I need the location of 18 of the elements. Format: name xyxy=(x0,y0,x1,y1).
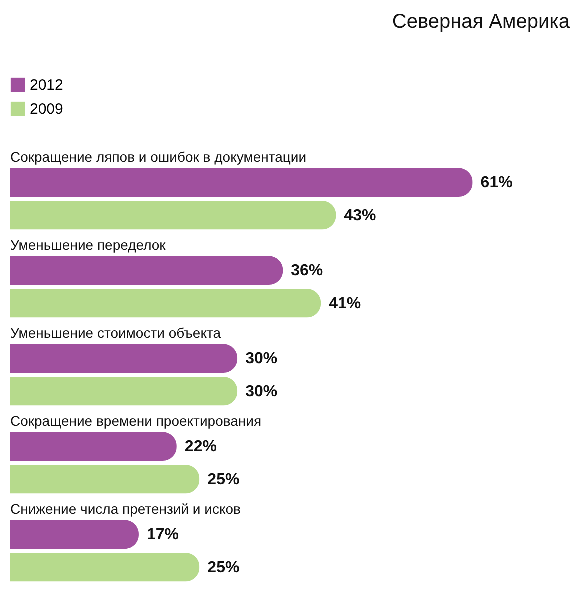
data-label: 43% xyxy=(344,207,376,224)
chart-title: Северная Америка xyxy=(392,11,571,33)
y-tick-label: Уменьшение переделок xyxy=(10,237,167,254)
y-tick-label: Снижение числа претензий и исков xyxy=(10,501,241,518)
data-label: 17% xyxy=(146,526,180,544)
data-label: 30% xyxy=(246,350,278,368)
data-label: 25% xyxy=(208,471,240,488)
legend-label: 2009 xyxy=(30,101,64,118)
y-tick-label: Сокращение ляпов и ошибок в документации xyxy=(10,149,307,166)
data-label: 30% xyxy=(246,383,278,400)
data-label: 61% xyxy=(480,174,513,192)
data-label: 25% xyxy=(208,559,240,576)
data-label: 22% xyxy=(184,438,217,456)
legend-label: 2012 xyxy=(30,77,64,94)
data-label: 36% xyxy=(291,262,324,280)
y-tick-label: Сокращение времени проектирования xyxy=(10,413,262,430)
data-label: 41% xyxy=(329,295,362,312)
y-tick-label: Уменьшение стоимости объекта xyxy=(10,325,222,342)
